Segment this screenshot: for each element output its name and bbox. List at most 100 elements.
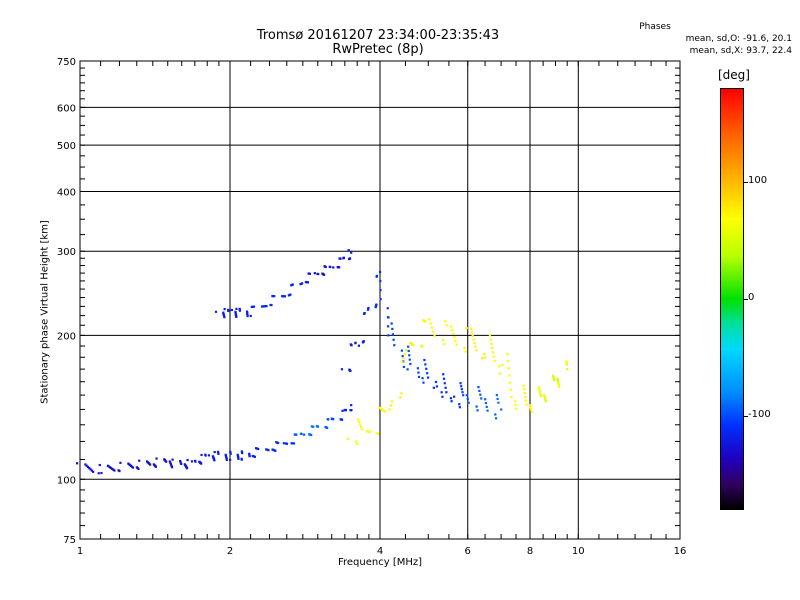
data-point — [514, 400, 517, 403]
data-point — [566, 368, 569, 371]
data-point — [301, 282, 304, 285]
x-axis-label: Frequency [MHz] — [337, 557, 423, 568]
x-tick-label: 1 — [77, 546, 83, 557]
data-point — [403, 353, 407, 356]
data-point — [225, 458, 228, 461]
data-point — [552, 376, 555, 379]
data-point — [186, 458, 189, 462]
data-point — [168, 460, 171, 463]
data-point — [463, 346, 466, 350]
data-point — [113, 469, 116, 472]
data-point — [473, 342, 476, 345]
data-point — [349, 409, 352, 412]
data-point — [529, 406, 532, 409]
data-point — [479, 393, 482, 396]
data-point — [544, 398, 547, 401]
data-point — [180, 462, 183, 466]
data-point — [350, 404, 353, 407]
data-point — [565, 363, 569, 366]
x-tick-label: 16 — [674, 546, 687, 557]
data-point — [322, 273, 326, 276]
data-point — [472, 338, 475, 341]
data-point — [368, 430, 372, 433]
data-point — [492, 355, 495, 358]
data-point — [424, 320, 427, 323]
data-point — [89, 468, 92, 471]
data-point — [289, 293, 292, 296]
data-point — [565, 361, 568, 365]
data-point — [430, 326, 434, 329]
phase-stat-o: mean, sd,O: -91.6, 20.1 — [685, 34, 792, 44]
data-point — [484, 356, 487, 359]
data-point — [295, 433, 298, 436]
data-point — [337, 266, 341, 269]
data-point — [486, 409, 489, 412]
data-point — [507, 367, 510, 370]
data-point — [417, 375, 421, 379]
data-point — [429, 322, 432, 325]
data-point — [543, 397, 547, 400]
data-point — [342, 257, 345, 260]
colorbar-tick-label: -100 — [748, 409, 771, 421]
data-point — [155, 457, 158, 460]
data-point — [465, 394, 468, 397]
data-point — [524, 399, 528, 402]
data-point — [441, 338, 444, 342]
data-point — [495, 394, 498, 397]
data-point — [489, 338, 492, 341]
data-point — [405, 349, 408, 352]
x-tick-label: 4 — [377, 546, 383, 557]
data-point — [241, 451, 244, 455]
data-point — [501, 364, 504, 367]
data-point — [508, 374, 511, 377]
data-point — [363, 311, 366, 315]
data-point — [213, 459, 216, 462]
data-point — [350, 344, 353, 347]
y-tick-label: 75 — [63, 535, 76, 546]
data-point — [359, 425, 363, 428]
data-point — [454, 339, 457, 342]
data-point — [217, 452, 220, 455]
data-point — [557, 384, 560, 387]
data-point — [273, 295, 276, 298]
data-point — [524, 395, 527, 398]
data-point — [461, 391, 464, 394]
data-point — [343, 408, 346, 412]
data-point — [435, 385, 439, 388]
data-point — [388, 408, 391, 411]
data-point — [552, 377, 555, 380]
data-point — [367, 430, 370, 434]
data-point — [382, 409, 385, 412]
data-point — [235, 307, 238, 310]
data-point — [484, 398, 487, 401]
data-point — [557, 380, 560, 384]
data-point — [267, 449, 270, 452]
data-point — [483, 352, 486, 356]
data-point — [90, 469, 93, 472]
data-point — [428, 318, 431, 321]
y-tick-label: 500 — [57, 141, 76, 152]
data-point — [408, 358, 411, 361]
data-point — [497, 401, 500, 404]
data-point — [402, 365, 406, 369]
data-point — [360, 428, 364, 431]
data-point — [379, 270, 382, 274]
data-point — [449, 325, 453, 328]
data-point — [312, 425, 315, 428]
y-tick-label: 100 — [57, 475, 76, 486]
data-point — [393, 344, 396, 347]
data-point — [310, 433, 313, 437]
data-point — [257, 447, 260, 451]
data-point — [98, 463, 101, 467]
data-point — [118, 469, 121, 473]
data-point — [427, 376, 430, 379]
data-point — [170, 464, 173, 467]
data-point — [277, 441, 280, 445]
data-point — [432, 330, 435, 333]
data-point — [179, 459, 182, 463]
colorbar-tick — [744, 416, 748, 418]
data-point — [375, 431, 378, 435]
data-point — [453, 395, 456, 398]
data-point — [240, 458, 243, 461]
